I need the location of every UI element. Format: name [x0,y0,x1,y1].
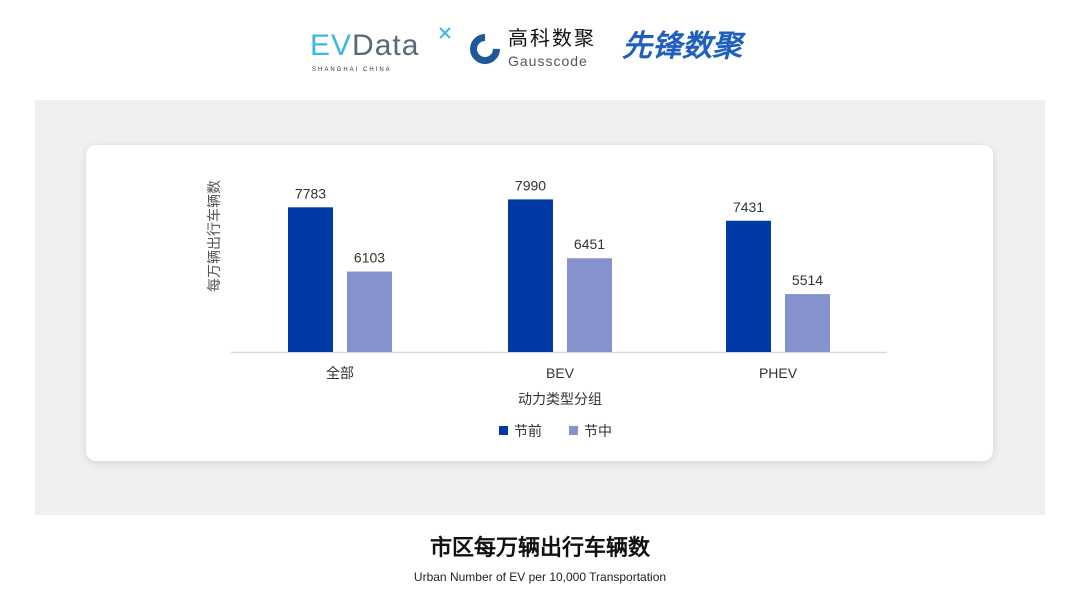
bar-节前-BEV [508,199,553,352]
gausscode-cn: 高科数聚 [508,28,596,50]
page-title: 市区每万辆出行车辆数 [429,535,650,560]
evdata-logo-sub: SHANGHAI CHINA [312,67,392,73]
bar-节中-PHEV [785,294,830,352]
gausscode-logo: 高科数聚 Gausscode [463,27,610,74]
logos: EVData SHANGHAI CHINA 高科数聚 Gausscode 先锋数聚 [0,26,1080,74]
data-label: 6451 [574,236,605,252]
legend-label: 节前 [514,423,542,439]
data-label: 7431 [733,199,764,215]
data-label: 7990 [515,177,546,193]
x-tick-label: PHEV [759,365,798,381]
data-label: 7783 [295,185,326,201]
xianfeng-logo: 先锋数聚 [622,30,742,63]
legend-swatch [569,426,578,435]
bar-节前-PHEV [726,220,771,352]
y-axis-label: 每万辆出行车辆数 [206,180,222,292]
bar-节中-BEV [567,258,612,352]
legend-swatch [499,426,508,435]
data-label: 6103 [354,250,385,266]
gausscode-en: Gausscode [508,53,588,69]
evdata-x-icon [439,27,451,39]
x-tick-label: 全部 [326,365,354,381]
page-subtitle: Urban Number of EV per 10,000 Transporta… [413,570,667,584]
evdata-logo-text: EVData [310,29,420,62]
x-tick-label: BEV [546,365,575,381]
legend-label: 节中 [584,423,612,439]
x-axis-label: 动力类型分组 [518,391,602,407]
bar-节中-全部 [347,271,392,352]
data-label: 5514 [792,272,823,288]
bar-节前-全部 [288,207,333,352]
evdata-logo: EVData SHANGHAI CHINA [310,27,460,76]
